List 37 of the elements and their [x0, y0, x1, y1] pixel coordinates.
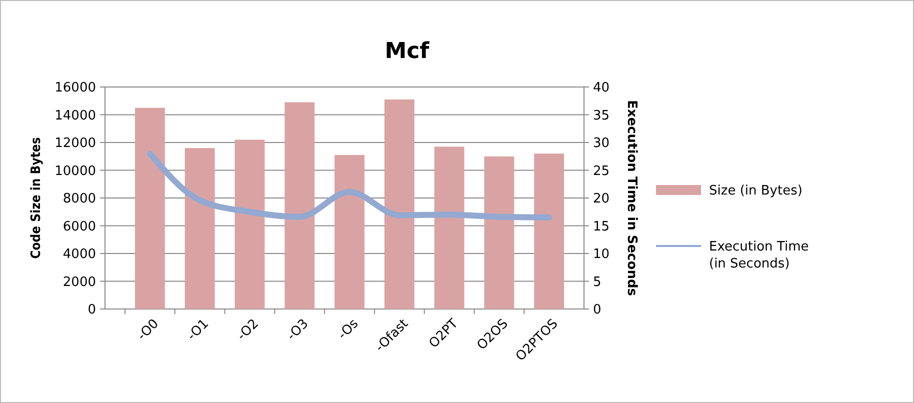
- bar: [184, 148, 215, 309]
- y2-tick-label: 35: [593, 108, 610, 124]
- legend-label: Size (in Bytes): [709, 184, 802, 199]
- y2-tick-label: 0: [593, 302, 602, 318]
- y2-tick-label: 40: [593, 80, 610, 96]
- legend-label: Execution Time (in Seconds): [709, 240, 809, 272]
- y-tick-label: 6000: [62, 219, 96, 234]
- y-axis-title: Code Size in Bytes: [29, 137, 44, 259]
- bar: [134, 108, 165, 309]
- bar: [384, 99, 414, 309]
- y-tick-label: 0: [88, 302, 96, 318]
- y2-tick-label: 10: [593, 247, 610, 262]
- bar: [534, 154, 564, 309]
- y-tick-label: 14000: [54, 108, 96, 124]
- y2-tick-label: 30: [593, 136, 610, 152]
- y-tick-label: 12000: [54, 136, 96, 152]
- x-tick-label: -O3: [284, 316, 312, 344]
- chart-title: Mcf: [384, 39, 430, 64]
- bar: [484, 156, 514, 309]
- y-tick-label: 16000: [54, 80, 96, 96]
- y2-axis-title: Execution Time in Seconds: [624, 100, 639, 296]
- y-tick-label: 2000: [62, 274, 96, 290]
- bar: [434, 146, 464, 309]
- bar: [334, 154, 364, 309]
- y-tick-label: 10000: [54, 164, 96, 179]
- x-tick-label: -O0: [134, 316, 162, 344]
- y2-tick-label: 25: [593, 164, 610, 179]
- y2-tick-label: 5: [593, 274, 602, 290]
- bar: [234, 140, 265, 309]
- x-tick-label: -Os: [335, 316, 362, 343]
- x-tick-label: -O1: [184, 316, 212, 344]
- y-tick-label: 4000: [62, 247, 96, 262]
- x-tick-label: -O2: [234, 316, 262, 344]
- y2-tick-label: 15: [593, 219, 610, 234]
- y-tick-label: 8000: [62, 192, 96, 207]
- bar: [284, 102, 315, 309]
- y2-tick-label: 20: [593, 192, 610, 207]
